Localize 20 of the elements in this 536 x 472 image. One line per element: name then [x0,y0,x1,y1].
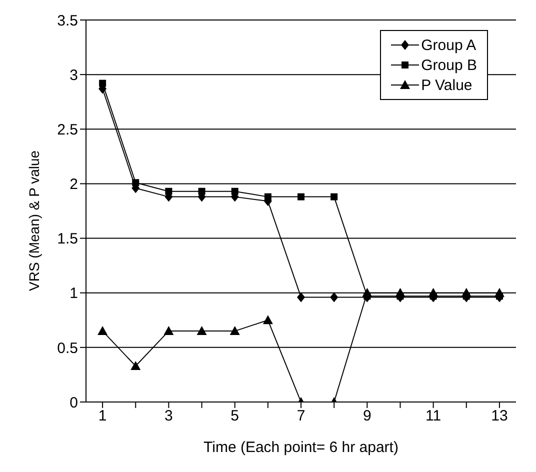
y-tick-label: 0.5 [57,340,78,357]
legend-label: Group B [421,56,477,74]
y-tick-label: 3.5 [57,12,78,30]
y-axis-title: VRS (Mean) & P value [26,150,42,291]
x-tick-label: 9 [362,408,372,425]
y-tick-label: 1.5 [57,230,78,248]
y-tick-label: 2.5 [57,121,78,138]
y-tick-label: 0 [70,394,78,412]
x-tick-label: 3 [164,408,173,425]
legend-label: Group A [421,36,476,54]
y-tick-label: 3 [70,66,78,84]
x-tick-label: 7 [296,408,306,425]
x-tick-label: 1 [98,408,107,425]
x-tick-label: 11 [426,408,442,425]
y-tick-label: 2 [70,176,78,194]
y-tick-label: 1 [70,285,78,302]
x-tick-label: 5 [230,408,240,425]
x-tick-label: 13 [491,408,508,425]
legend-label: P Value [421,76,472,94]
x-axis-title: Time (Each point= 6 hr apart) [204,439,398,456]
